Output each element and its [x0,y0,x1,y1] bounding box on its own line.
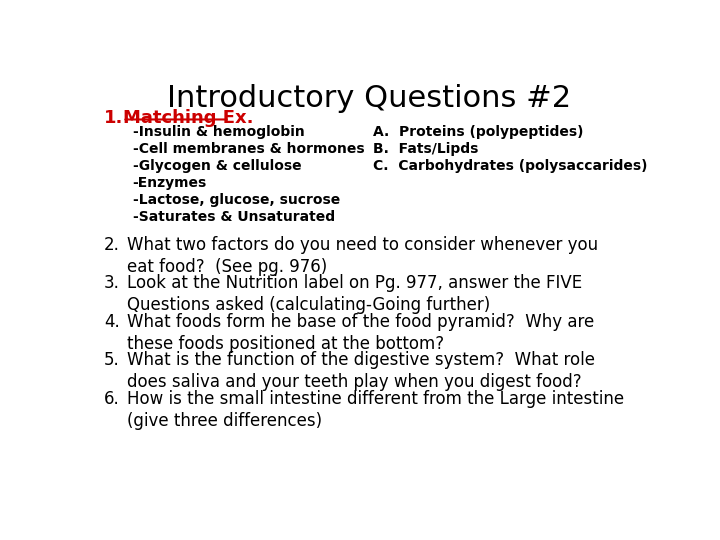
Text: C.  Carbohydrates (polysaccarides): C. Carbohydrates (polysaccarides) [373,159,647,173]
Text: -Glycogen & cellulose: -Glycogen & cellulose [132,159,301,173]
Text: What foods form he base of the food pyramid?  Why are
these foods positioned at : What foods form he base of the food pyra… [127,313,595,353]
Text: 4.: 4. [104,313,120,330]
Text: 2.: 2. [104,236,120,254]
Text: -Lactose, glucose, sucrose: -Lactose, glucose, sucrose [132,193,340,207]
Text: -Saturates & Unsaturated: -Saturates & Unsaturated [132,210,335,224]
Text: What is the function of the digestive system?  What role
does saliva and your te: What is the function of the digestive sy… [127,351,595,392]
Text: 1.: 1. [104,109,123,127]
Text: -Cell membranes & hormones: -Cell membranes & hormones [132,142,364,156]
Text: Look at the Nutrition label on Pg. 977, answer the FIVE
Questions asked (calcula: Look at the Nutrition label on Pg. 977, … [127,274,582,314]
Text: Introductory Questions #2: Introductory Questions #2 [167,84,571,113]
Text: 5.: 5. [104,351,120,369]
Text: What two factors do you need to consider whenever you
eat food?  (See pg. 976): What two factors do you need to consider… [127,236,598,276]
Text: Matching Ex.: Matching Ex. [122,109,253,127]
Text: -Insulin & hemoglobin: -Insulin & hemoglobin [132,125,305,139]
Text: A.  Proteins (polypeptides): A. Proteins (polypeptides) [373,125,583,139]
Text: 3.: 3. [104,274,120,292]
Text: 6.: 6. [104,390,120,408]
Text: B.  Fats/Lipds: B. Fats/Lipds [373,142,478,156]
Text: -Enzymes: -Enzymes [132,176,207,190]
Text: How is the small intestine different from the Large intestine
(give three differ: How is the small intestine different fro… [127,390,624,430]
